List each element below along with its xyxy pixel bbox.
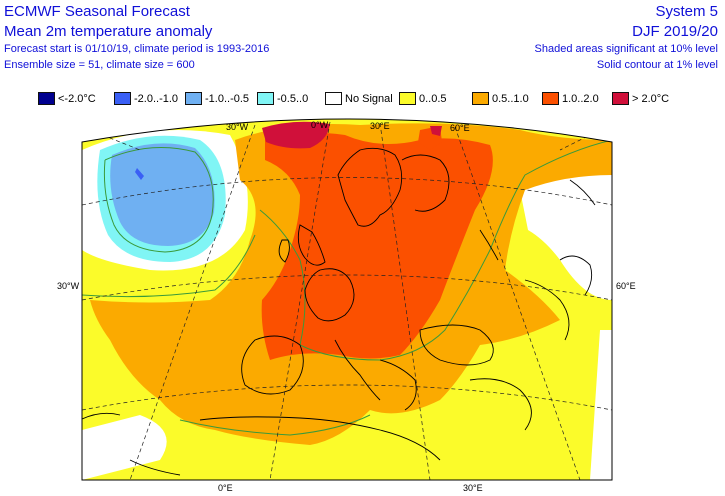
anomaly-gt-2.0-region xyxy=(430,126,442,136)
legend-swatch xyxy=(257,92,274,105)
legend-label: 0.5..1.0 xyxy=(492,93,529,105)
lon-label: 30°E xyxy=(370,121,390,131)
legend-swatch xyxy=(472,92,489,105)
lon-label: 0°E xyxy=(218,483,233,493)
legend-label: > 2.0°C xyxy=(632,93,670,105)
legend-swatch xyxy=(612,92,629,105)
map-frame xyxy=(81,118,613,481)
significance-contour xyxy=(82,234,256,298)
title: ECMWF Seasonal Forecast xyxy=(4,3,190,20)
coastlines xyxy=(82,147,596,476)
legend-swatch xyxy=(399,92,416,105)
subtitle: Mean 2m temperature anomaly xyxy=(4,23,213,40)
legend-label: 1.0..2.0 xyxy=(562,93,599,105)
lon-label: 60°E xyxy=(616,281,636,291)
legend-swatch xyxy=(542,92,559,105)
legend-swatch xyxy=(185,92,202,105)
anomaly-gt-2.0-region xyxy=(262,121,330,149)
legend-label: -0.5..0 xyxy=(277,93,309,105)
legend-label: No Signal xyxy=(345,93,393,105)
significance-note: Shaded areas significant at 10% level xyxy=(534,43,718,55)
lon-label: 0°W xyxy=(311,120,329,130)
legend-label: -2.0..-1.0 xyxy=(134,93,179,105)
legend-swatch xyxy=(114,92,131,105)
significance-contour xyxy=(259,139,612,361)
system-label: System 5 xyxy=(655,3,718,20)
legend-swatch xyxy=(38,92,55,105)
legend-label: <-2.0°C xyxy=(58,93,96,105)
season-label: DJF 2019/20 xyxy=(632,23,718,40)
lon-label: 60°E xyxy=(450,123,470,133)
forecast-info: Forecast start is 01/10/19, climate peri… xyxy=(4,43,270,55)
no-signal-region xyxy=(520,174,612,300)
anomaly-neg-1.0-region xyxy=(110,143,215,246)
ensemble-info: Ensemble size = 51, climate size = 600 xyxy=(4,59,195,71)
anomaly-1.0-2.0-region xyxy=(261,132,493,360)
significance-contour xyxy=(103,147,214,253)
legend-label: -1.0..-0.5 xyxy=(205,93,250,105)
lon-label: 30°W xyxy=(226,122,249,132)
lon-label: 30°W xyxy=(57,281,80,291)
map-shading xyxy=(82,119,612,480)
legend-swatch xyxy=(325,92,342,105)
contour-note: Solid contour at 1% level xyxy=(596,59,718,71)
no-signal-region xyxy=(82,415,167,480)
anomaly-0-0.5-region xyxy=(560,288,585,308)
no-signal-region xyxy=(590,330,612,480)
anomaly-neg-2.0-region xyxy=(135,168,144,180)
lon-label: 30°E xyxy=(463,483,483,493)
legend-label: 0..0.5 xyxy=(419,93,447,105)
